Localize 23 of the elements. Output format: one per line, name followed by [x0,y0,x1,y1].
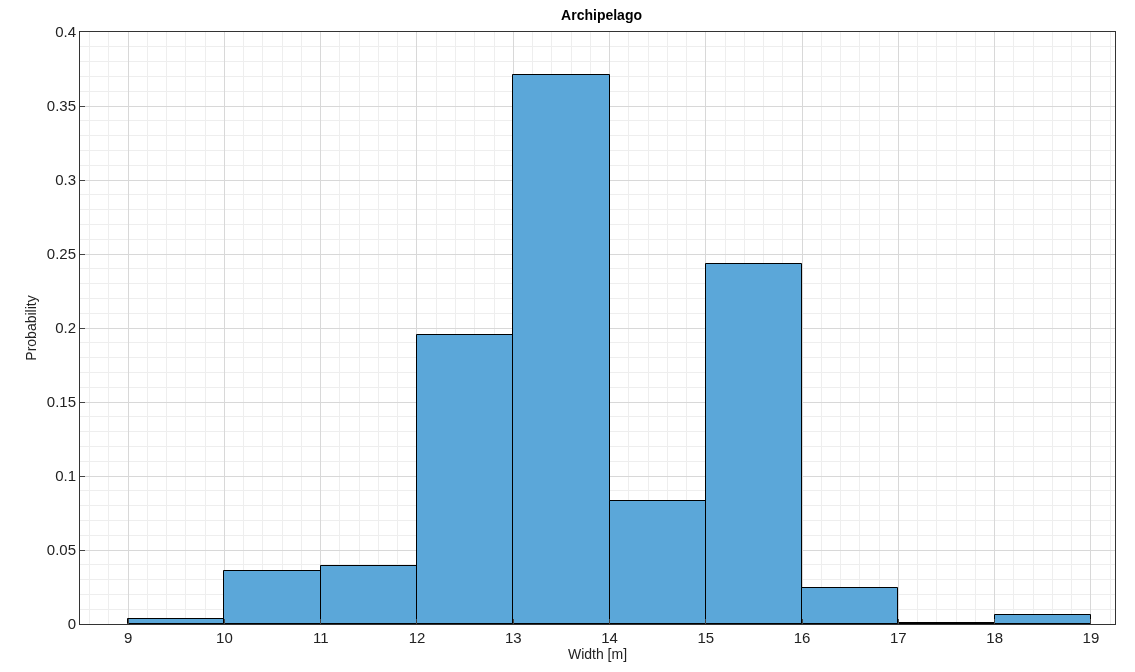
y-tick-label: 0.4 [55,23,76,41]
x-tick-label: 12 [408,629,426,646]
x-tick-label: 13 [504,629,522,646]
y-tick-label: 0.1 [55,467,76,485]
x-axis-title: Width [m] [567,646,628,663]
y-tick-label: 0.2 [55,319,76,337]
x-tick-label: 9 [123,629,133,646]
x-tick-label: 17 [890,629,907,646]
x-tick-label: 15 [697,629,715,646]
y-tick-label: 0 [67,615,76,633]
y-tick-label: 0.05 [46,541,76,559]
y-tick-label: 0.25 [46,245,76,263]
x-tick-label: 10 [216,629,233,646]
x-tick-label: 19 [1082,629,1100,646]
y-axis-title: Probability [23,295,40,361]
y-tick-label: 0.35 [46,97,76,115]
x-tick-label: 16 [793,629,811,646]
y-tick-label: 0.3 [55,171,76,189]
chart-title: Archipelago [561,6,642,23]
x-tick-label: 14 [601,629,618,646]
y-tick-label: 0.15 [46,393,76,411]
x-tick-label: 11 [312,629,329,646]
x-tick-label: 18 [986,629,1003,646]
